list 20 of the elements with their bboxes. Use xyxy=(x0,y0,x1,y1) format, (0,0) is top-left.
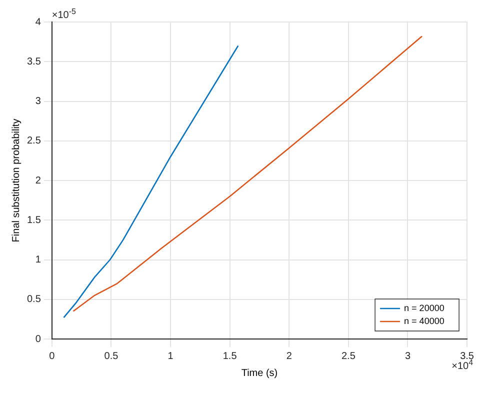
x-tick-label: 0.5 xyxy=(104,350,119,362)
x-tick-label: 1 xyxy=(168,350,174,362)
x-tick-label: 2.5 xyxy=(341,350,356,362)
y-axis-title: Final substitution probability xyxy=(10,118,22,242)
y-tick-label: 2.5 xyxy=(26,136,42,147)
x-tick-label: 0 xyxy=(49,350,56,362)
y-tick-label: 2 xyxy=(35,175,42,186)
legend-label: n = 40000 xyxy=(404,316,444,326)
y-tick-label: 0 xyxy=(35,334,42,345)
y-tick-label: 1.5 xyxy=(26,214,42,226)
y-tick-label: 3.5 xyxy=(26,56,42,68)
y-tick-label: 4 xyxy=(35,16,42,28)
legend-label: n = 20000 xyxy=(404,302,444,313)
y-tick-label: 3 xyxy=(35,96,42,107)
x-tick-label: 1.5 xyxy=(222,350,238,362)
y-tick-label: 0.5 xyxy=(26,294,42,306)
x-tick-label: 2 xyxy=(286,350,292,362)
x-tick-label: 3 xyxy=(404,350,411,362)
x-axis-title: Time (s) xyxy=(241,368,278,379)
y-tick-label: 1 xyxy=(35,254,42,266)
